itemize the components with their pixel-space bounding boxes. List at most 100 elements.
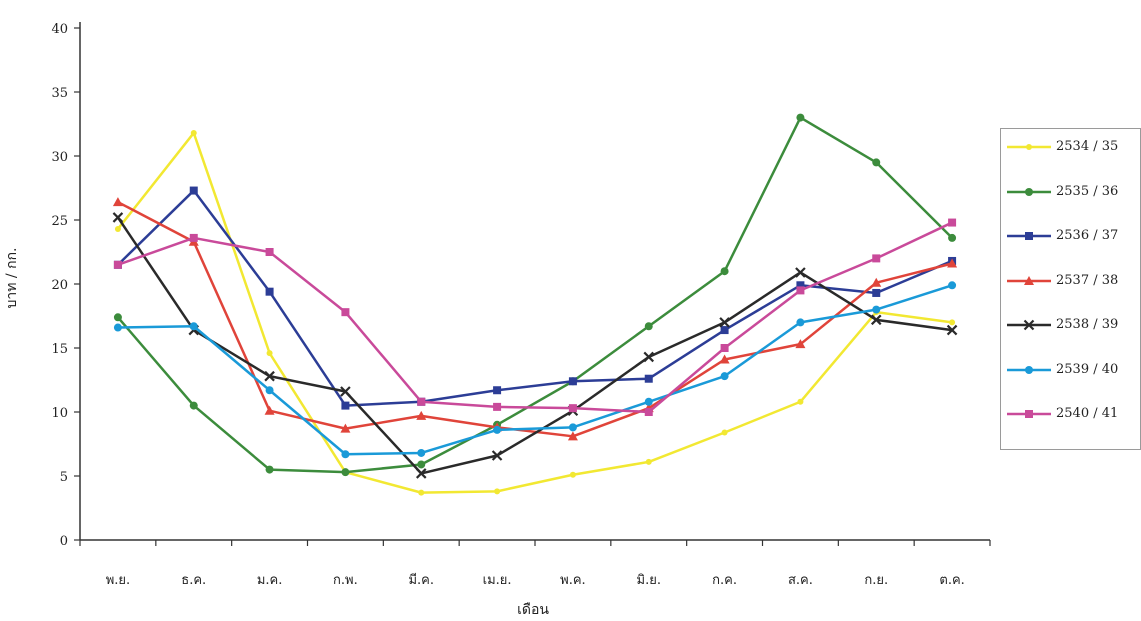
data-point <box>948 281 957 290</box>
y-tick-label: 30 <box>51 150 68 165</box>
data-point <box>113 313 122 322</box>
data-point <box>112 197 123 207</box>
legend-swatch-marker <box>1026 144 1032 150</box>
x-axis-title: เดือน <box>517 602 549 618</box>
data-point <box>645 458 652 465</box>
data-point <box>721 429 728 436</box>
y-tick-label: 35 <box>51 86 68 101</box>
series-line <box>116 131 953 494</box>
x-tick-label: ก.พ. <box>333 573 358 588</box>
data-point <box>417 448 426 457</box>
legend-swatch-marker <box>1024 275 1034 285</box>
x-tick-label: ก.ค. <box>712 573 737 588</box>
data-point <box>265 287 274 296</box>
data-point <box>416 410 427 420</box>
data-point <box>417 397 426 406</box>
y-tick-label: 0 <box>60 534 68 549</box>
data-point <box>112 212 124 223</box>
data-point <box>341 450 350 459</box>
data-point <box>265 386 274 395</box>
data-point <box>341 401 350 410</box>
series-2535-36 <box>113 113 957 477</box>
y-tick-label: 10 <box>51 406 68 421</box>
legend-swatch <box>1007 187 1051 196</box>
y-tick-label: 40 <box>51 22 68 37</box>
data-point <box>569 471 576 478</box>
legend-swatch <box>1007 365 1051 374</box>
data-point <box>341 308 350 317</box>
series-2534-35 <box>114 129 956 496</box>
legend-item: 2534 / 35 <box>1005 137 1141 157</box>
data-point <box>113 260 122 269</box>
chart-axes: 0 5 10 15 20 25 30 35 40 พ.ย. ธ.ค. ม.ค. ก.พ. มี.ค. เม.… <box>51 22 991 588</box>
legend-swatch <box>1007 144 1051 150</box>
legend-swatch <box>1007 232 1051 240</box>
data-point <box>114 225 121 232</box>
x-tick-label: มิ.ย. <box>637 573 661 588</box>
y-axis-title: บาท / กก. <box>4 248 20 309</box>
legend-item: 2535 / 36 <box>1005 182 1141 202</box>
data-point <box>796 318 805 327</box>
data-point <box>494 488 501 495</box>
data-point <box>568 404 577 413</box>
series-line <box>117 189 953 407</box>
x-tick-label: ส.ค. <box>788 573 813 588</box>
x-tick-label: มี.ค. <box>408 572 434 588</box>
series-line <box>117 284 953 456</box>
data-point <box>341 468 350 477</box>
data-point <box>796 286 805 295</box>
y-tick-label: 15 <box>51 342 68 357</box>
data-point <box>493 402 502 411</box>
legend-label: 2536 / 37 <box>1056 228 1119 243</box>
legend-item: 2536 / 37 <box>1005 226 1141 246</box>
data-point <box>418 489 425 496</box>
series-line <box>117 200 953 438</box>
legend-label: 2538 / 39 <box>1056 317 1119 332</box>
data-point <box>872 254 881 263</box>
data-point <box>643 351 655 363</box>
legend-swatch <box>1007 410 1051 418</box>
data-point <box>946 324 958 336</box>
legend-swatch-marker <box>1025 410 1033 418</box>
data-point <box>796 113 805 122</box>
data-point <box>947 258 958 268</box>
data-point <box>113 323 122 332</box>
series-line <box>117 221 953 414</box>
series-layer <box>112 113 958 496</box>
data-point <box>266 350 273 357</box>
x-tick-label: ก.ย. <box>864 573 888 588</box>
legend-swatch <box>1007 275 1051 285</box>
data-point <box>568 423 577 432</box>
x-tick-label: ต.ค. <box>939 573 964 588</box>
data-point <box>872 288 881 297</box>
legend-label: 2534 / 35 <box>1056 139 1119 154</box>
data-point <box>644 374 653 383</box>
data-point <box>948 218 957 227</box>
data-point <box>796 281 805 290</box>
x-tick-label: ม.ค. <box>257 573 283 588</box>
data-point <box>568 377 577 386</box>
data-point <box>265 248 274 256</box>
x-tick-label: เม.ย. <box>483 573 512 588</box>
data-point <box>644 397 653 406</box>
data-point <box>720 267 729 276</box>
data-point <box>190 129 197 136</box>
series-line <box>116 216 953 475</box>
data-point <box>340 386 351 397</box>
data-point <box>567 431 578 441</box>
legend-swatch <box>1007 319 1051 331</box>
data-point <box>644 322 653 331</box>
y-tick-label: 25 <box>51 214 68 229</box>
legend-item: 2537 / 38 <box>1005 271 1141 291</box>
data-point <box>417 460 426 469</box>
series-2539-40 <box>113 281 957 459</box>
data-point <box>795 339 806 349</box>
data-point <box>415 468 427 479</box>
data-point <box>491 450 503 461</box>
series-2536-37 <box>113 186 957 410</box>
data-point <box>493 425 502 434</box>
legend-swatch-marker <box>1025 187 1033 196</box>
data-point <box>264 370 275 382</box>
y-tick-label: 5 <box>60 470 68 485</box>
